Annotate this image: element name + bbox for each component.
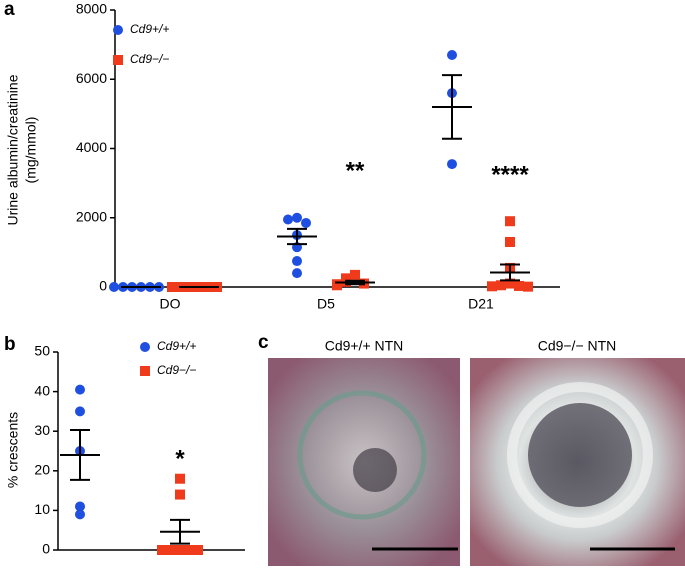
error-bar: [500, 263, 520, 282]
data-point: [167, 282, 177, 292]
legend-marker: [140, 342, 150, 352]
data-point: [75, 501, 85, 512]
error-bar: [287, 227, 307, 246]
y-tick-label: 50: [34, 343, 50, 359]
photo-title: Cd9−/− NTN: [538, 338, 617, 354]
data-point: [75, 406, 85, 417]
y-tick-label: 8000: [76, 1, 107, 17]
significance: **: [346, 157, 365, 184]
significance: *: [175, 445, 185, 472]
y-tick-label: 40: [34, 382, 50, 398]
y-axis-label: (mg/mmol): [23, 117, 39, 184]
x-tick-label: D21: [468, 296, 494, 312]
y-axis-label: Urine albumin/creatinine: [5, 74, 21, 225]
y-tick-label: 6000: [76, 70, 107, 86]
legend-label: Cd9+/+: [157, 339, 196, 353]
data-point: [175, 489, 185, 500]
y-tick-label: 0: [42, 541, 50, 557]
y-tick-label: 2000: [76, 208, 107, 224]
photo-1: [268, 358, 460, 566]
data-point: [292, 212, 302, 223]
y-tick-label: 4000: [76, 139, 107, 155]
panel-label: a: [4, 0, 15, 20]
data-point: [283, 214, 293, 225]
x-tick-label: DO: [160, 296, 181, 312]
data-point: [109, 282, 119, 292]
data-point: [193, 545, 203, 555]
data-point: [505, 278, 515, 289]
y-tick-label: 20: [34, 462, 50, 478]
x-tick-label: D5: [317, 296, 335, 312]
data-point: [175, 545, 185, 555]
data-point: [505, 216, 515, 227]
photo-title: Cd9+/+ NTN: [325, 338, 404, 354]
y-tick-label: 0: [99, 278, 107, 294]
panel-label: c: [258, 332, 269, 353]
data-point: [292, 268, 302, 279]
data-point: [75, 509, 85, 520]
error-bar: [442, 74, 462, 140]
legend-marker: [113, 55, 123, 65]
data-point: [332, 280, 342, 291]
data-point: [505, 236, 515, 247]
data-point: [523, 281, 533, 292]
error-bar: [170, 518, 190, 545]
data-point: [447, 50, 457, 61]
data-point: [75, 384, 85, 395]
data-point: [496, 280, 506, 291]
panel-label: b: [4, 334, 16, 355]
data-point: [157, 545, 167, 555]
data-point: [350, 269, 360, 280]
error-bar: [345, 279, 365, 286]
data-point: [175, 473, 185, 484]
significance: ****: [491, 161, 529, 188]
legend-label: Cd9−/−: [157, 363, 196, 377]
photo-2: [470, 358, 685, 566]
legend-marker: [140, 366, 150, 376]
y-tick-label: 10: [34, 501, 50, 517]
data-point: [184, 545, 194, 555]
legend-label: Cd9−/−: [130, 52, 169, 66]
data-point: [447, 159, 457, 170]
error-bar: [70, 429, 90, 481]
data-point: [514, 280, 524, 291]
legend-marker: [113, 25, 123, 35]
data-point: [487, 281, 497, 292]
y-tick-label: 30: [34, 422, 50, 438]
data-point: [166, 545, 176, 555]
data-point: [301, 217, 311, 228]
y-axis-label: % crescents: [5, 412, 21, 488]
data-point: [292, 256, 302, 267]
legend-label: Cd9+/+: [130, 22, 169, 36]
